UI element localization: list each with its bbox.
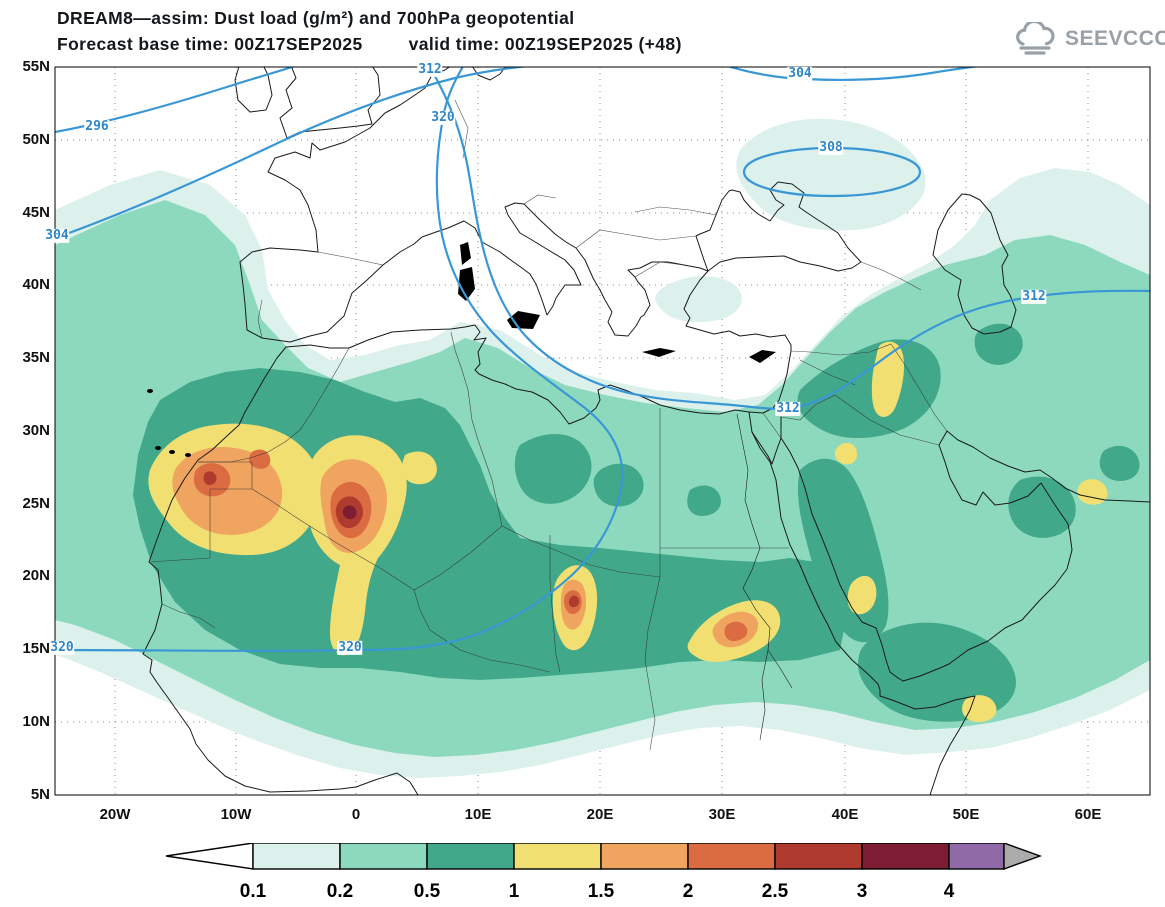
seevccc-logo: SEEVCCC [1012,22,1165,56]
legend-value-label: 3 [857,881,868,902]
legend-cell [774,843,863,870]
dust-area-0p5 [593,463,644,507]
dust-area-0p5 [514,434,592,504]
legend-cell [861,843,950,870]
lat-tick-label: 25N [22,495,50,512]
dust-area-1 [847,575,877,615]
dust-area-1 [1077,479,1108,505]
dust-area-1 [402,451,437,485]
lon-tick-label: 10E [464,806,492,823]
legend-cell [513,843,602,870]
dust-area-2 [248,449,271,469]
lat-tick-label: 30N [22,422,50,439]
map-title: DREAM8—assim: Dust load (g/m²) and 700hP… [57,8,575,28]
legend-value-label: 2 [683,881,694,902]
lon-tick-label: 40E [831,806,859,823]
dust-area-3 [342,505,357,520]
lat-tick-label: 15N [22,640,50,657]
legend-value-label: 2.5 [762,881,789,902]
geopotential-contour-label: 304 [787,65,813,82]
coastlines [142,67,1150,795]
legend-value-label: 0.5 [414,881,441,902]
contour-312 [428,67,1150,410]
lon-tick-label: 60E [1074,806,1102,823]
lon-tick-label: 50E [952,806,980,823]
country-borders [148,99,948,751]
legend-value-label: 1.5 [588,881,615,902]
legend-cell [339,843,428,870]
legend-arrow-left [165,843,254,870]
geopotential-contour-label: 320 [337,639,363,656]
lat-tick-label: 45N [22,204,50,221]
dust-area-2p5 [568,595,580,608]
cloud-icon [1016,22,1055,55]
dust-area-0p5 [797,339,941,439]
dust-area-0p5 [133,368,845,680]
dust-area-0p5 [1008,476,1076,538]
lon-tick-label: 20E [586,806,614,823]
legend-cell [948,843,1005,870]
geopotential-contour-label: 312 [775,400,801,417]
lon-tick-label: 0 [351,806,361,823]
legend-value-label: 1 [509,881,520,902]
legend-cell [687,843,776,870]
lon-tick-label: 10W [220,806,252,823]
geopotential-contour-label: 320 [49,639,75,656]
dust-area-0p5 [687,485,721,516]
valid-time: valid time: 00Z19SEP2025 (+48) [408,34,682,54]
lat-tick-label: 35N [22,349,50,366]
geopotential-contour-label: 320 [430,109,456,126]
lat-tick-label: 5N [30,786,50,803]
lon-tick-label: 20W [99,806,131,823]
dust-shading-layer [55,118,1150,778]
lat-tick-label: 20N [22,567,50,584]
legend-cell [252,843,341,870]
dust-area-0p1 [736,118,926,231]
geopotential-contour-label: 312 [417,61,443,78]
contour-304-west [55,67,530,240]
legend-cell [426,843,515,870]
legend-value-label: 0.1 [240,881,267,902]
lon-tick-label: 30E [708,806,736,823]
geopotential-contour-label: 308 [818,139,844,156]
legend-value-label: 4 [944,881,955,902]
forecast-base-time: Forecast base time: 00Z17SEP2025 [57,34,363,54]
dust-area-2 [724,621,748,642]
logo-text: SEEVCCC [1065,27,1165,50]
geopotential-contour-label: 296 [84,118,110,135]
legend-arrow-right [1003,843,1043,870]
geopotential-contour-label: 312 [1021,288,1047,305]
dust-area-2p5 [203,471,217,485]
lat-tick-label: 55N [22,58,50,75]
geopotential-contour-label: 304 [44,227,70,244]
legend-cell [600,843,689,870]
legend-value-label: 0.2 [327,881,353,902]
lat-tick-label: 50N [22,131,50,148]
dust-area-0p1 [655,276,742,323]
map-subtitle: Forecast base time: 00Z17SEP2025 valid ti… [57,34,682,55]
lat-tick-label: 10N [22,713,50,730]
dust-area-1 [962,695,997,722]
lat-tick-label: 40N [22,276,50,293]
map-frame [54,66,1151,796]
dust-area-0p5 [1099,445,1140,481]
contour-304-east [727,67,981,82]
dust-area-1 [834,442,858,465]
contour-308 [742,146,922,198]
legend: 0.1 0.2 0.5 1 1.5 2 2.5 3 4 [165,843,1043,902]
